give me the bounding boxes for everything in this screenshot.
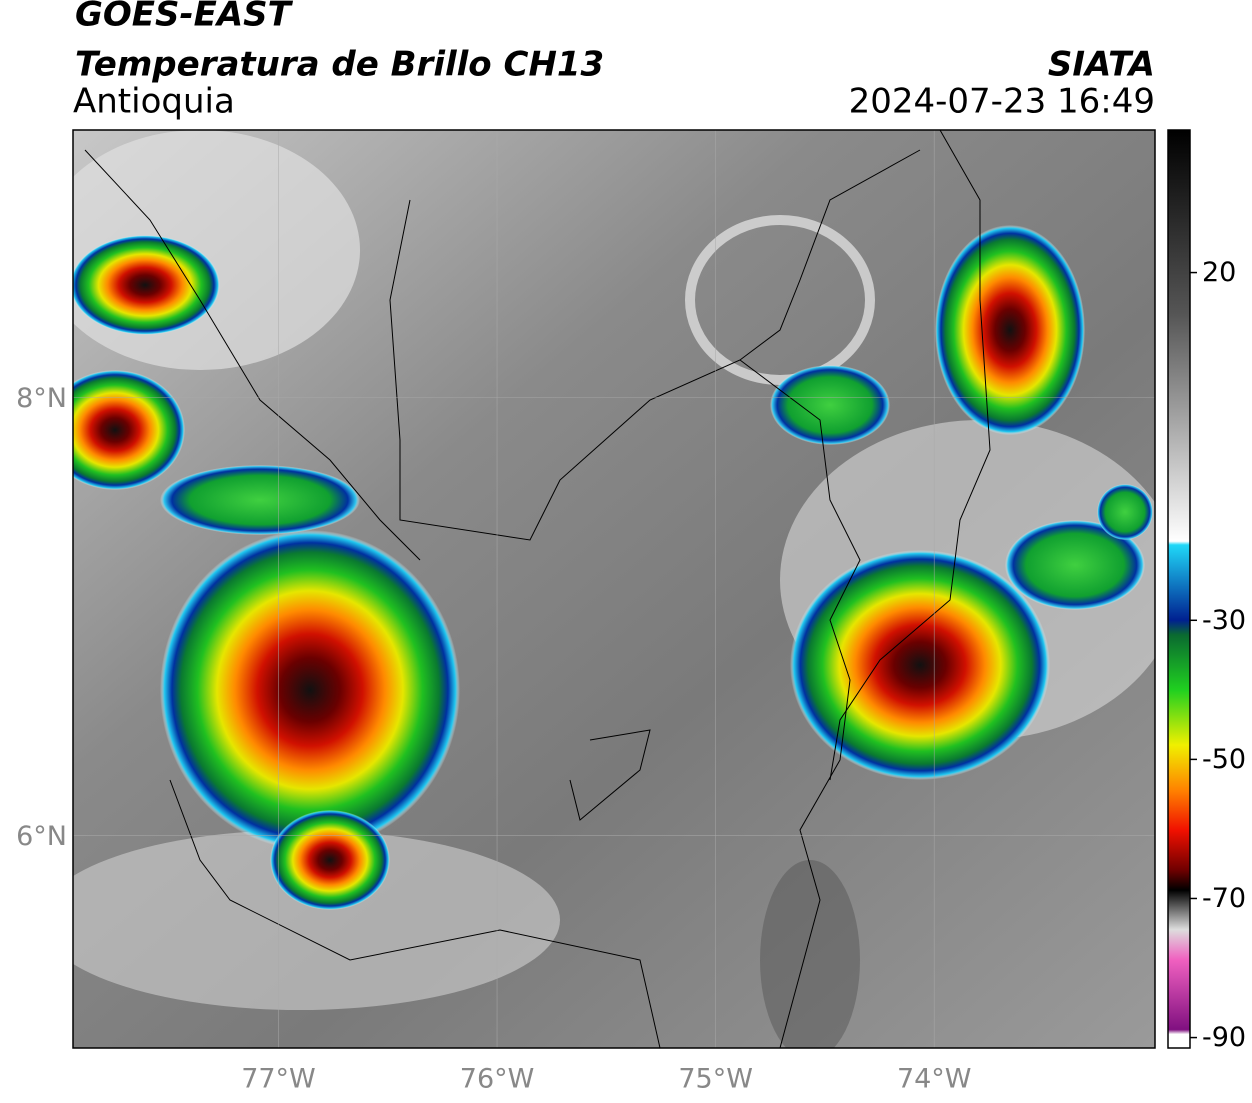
lat-tick-label: 8°N bbox=[16, 383, 67, 414]
colorbar bbox=[1167, 129, 1191, 1049]
lat-tick-label: 6°N bbox=[16, 821, 67, 852]
datetime: 2024-07-23 16:49 bbox=[849, 82, 1155, 122]
colorbar-tick-label: 20 bbox=[1202, 257, 1236, 288]
title: GOES-EAST bbox=[75, 0, 294, 35]
map-frame bbox=[72, 129, 1156, 1049]
colorbar-tick-label: -90 bbox=[1202, 1022, 1246, 1053]
colorbar-tick-label: -30 bbox=[1202, 605, 1246, 636]
lon-tick-label: 75°W bbox=[678, 1064, 753, 1095]
lon-tick-label: 76°W bbox=[460, 1064, 535, 1095]
subtitle: Temperatura de Brillo CH13 bbox=[75, 45, 604, 85]
region: Antioquia bbox=[73, 82, 235, 122]
source: SIATA bbox=[1048, 45, 1155, 85]
colorbar-tick-label: -50 bbox=[1202, 744, 1246, 775]
lon-tick-label: 74°W bbox=[897, 1064, 972, 1095]
map-imagery bbox=[73, 130, 1155, 1048]
colorbar-tick-label: -70 bbox=[1202, 883, 1246, 914]
lon-tick-label: 77°W bbox=[241, 1064, 316, 1095]
